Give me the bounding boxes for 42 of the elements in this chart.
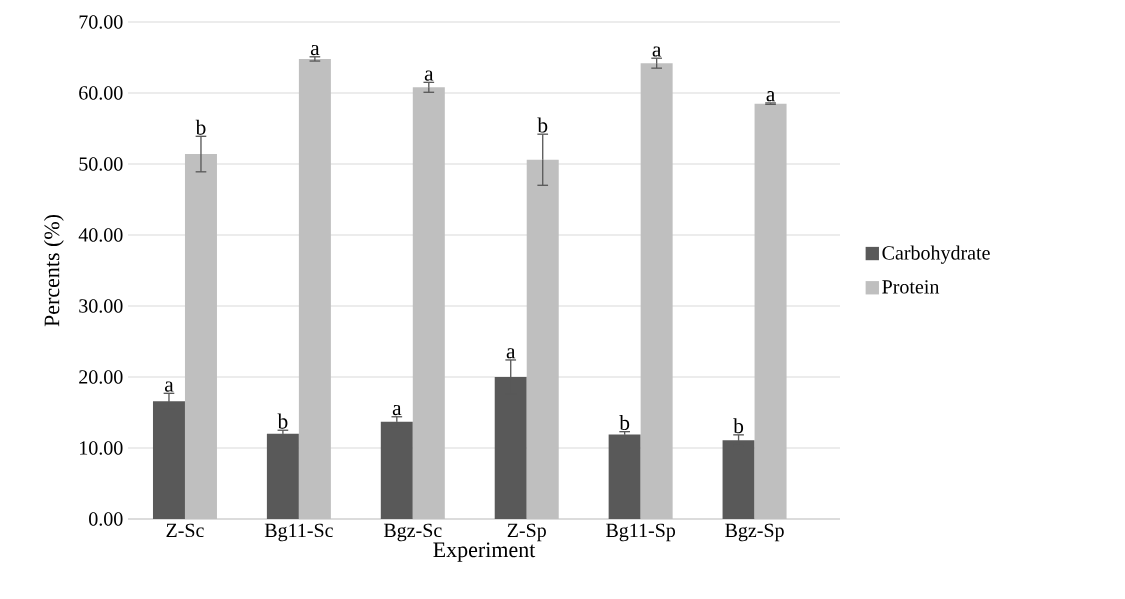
annotation: a [652,46,662,57]
y-tick-label: 10.00 [80,441,123,455]
annotation: a [164,381,174,392]
bar [526,159,559,519]
bar [754,103,787,519]
x-tick-label: Bgz-Sc [383,523,442,542]
bar [412,87,445,519]
annotation: a [310,44,320,56]
annotation: b [619,415,630,431]
x-tick-label: Bgz-Sp [725,523,784,542]
annotation: a [766,91,776,102]
x-tick-label: Z-Sc [166,523,204,538]
x-tick-label: Bg11-Sp [606,523,676,542]
annotation: b [277,413,288,429]
annotation: b [733,418,744,434]
bar [640,63,673,519]
bar [494,376,527,519]
annotation: b [537,117,548,133]
y-tick-label: 60.00 [79,86,123,100]
bar [380,421,413,519]
annotation: b [195,119,206,135]
y-tick-label: 0.00 [89,512,123,526]
annotation: a [424,70,434,81]
bar [266,433,299,519]
annotation: a [392,404,402,416]
legend-label: Carbohydrate [882,245,990,264]
bar [722,440,755,519]
bar [608,434,641,519]
y-tick-label: 50.00 [79,157,123,171]
y-tick-label: 30.00 [79,299,123,313]
x-tick-label: Bg11-Sc [264,523,333,542]
y-axis-title: Percents (%) [43,214,64,327]
bar [184,154,217,519]
x-axis-title: Experiment [433,542,536,562]
bar [298,58,331,519]
y-tick-label: 40.00 [78,228,123,242]
x-tick-label: Z-Sp [507,523,546,542]
y-tick-label: 70.00 [79,15,123,29]
annotation: a [506,348,516,359]
bar [152,401,185,519]
legend-label: Protein [882,280,940,294]
y-tick-label: 20.00 [79,370,123,384]
